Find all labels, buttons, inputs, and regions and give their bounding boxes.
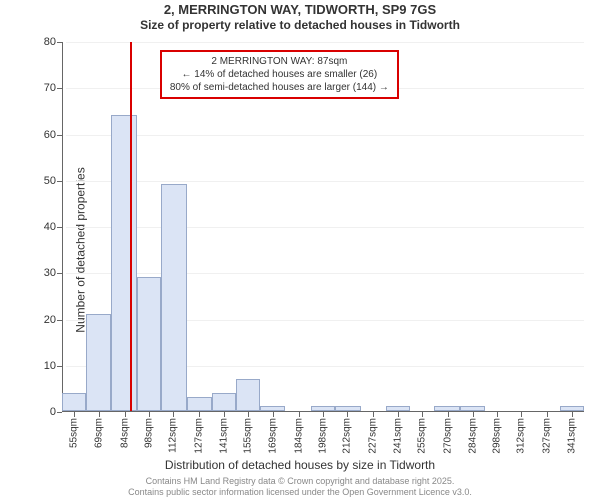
bar (236, 379, 260, 411)
gridline (66, 135, 584, 136)
attribution-line1: Contains HM Land Registry data © Crown c… (146, 476, 455, 486)
xtick (547, 412, 548, 417)
xtick (99, 412, 100, 417)
attribution-line2: Contains public sector information licen… (128, 487, 472, 497)
ytick-label: 70 (44, 82, 56, 94)
ytick (57, 181, 62, 182)
annotation-line2: ← 14% of detached houses are smaller (26… (170, 68, 389, 81)
bar (137, 277, 161, 411)
xtick-label: 241sqm (392, 418, 403, 454)
plot-area: 0102030405060708055sqm69sqm84sqm98sqm112… (62, 42, 584, 412)
xtick (521, 412, 522, 417)
gridline (66, 42, 584, 43)
xtick-label: 69sqm (93, 418, 104, 448)
bar (460, 406, 484, 411)
ytick-label: 60 (44, 129, 56, 141)
xtick (497, 412, 498, 417)
x-axis-label: Distribution of detached houses by size … (0, 458, 600, 472)
bar (260, 406, 284, 411)
xtick (373, 412, 374, 417)
xtick-label: 155sqm (243, 418, 254, 454)
annotation-line1: 2 MERRINGTON WAY: 87sqm (170, 55, 389, 68)
xtick (299, 412, 300, 417)
gridline (66, 227, 584, 228)
bar (386, 406, 410, 411)
chart-subtitle: Size of property relative to detached ho… (0, 18, 600, 32)
xtick-label: 127sqm (194, 418, 205, 454)
xtick-label: 98sqm (144, 418, 155, 448)
ytick-label: 30 (44, 267, 56, 279)
xtick-label: 169sqm (267, 418, 278, 454)
xtick-label: 312sqm (516, 418, 527, 454)
bar (111, 115, 137, 411)
bar (434, 406, 460, 411)
xtick-label: 298sqm (492, 418, 503, 454)
xtick-label: 341sqm (566, 418, 577, 454)
xtick (448, 412, 449, 417)
xtick-label: 55sqm (69, 418, 80, 448)
xtick-label: 255sqm (417, 418, 428, 454)
xtick (323, 412, 324, 417)
xtick-label: 212sqm (342, 418, 353, 454)
ytick-label: 40 (44, 221, 56, 233)
ytick (57, 366, 62, 367)
xtick (74, 412, 75, 417)
xtick-label: 327sqm (542, 418, 553, 454)
ytick-label: 80 (44, 36, 56, 48)
xtick-label: 227sqm (368, 418, 379, 454)
xtick (273, 412, 274, 417)
ytick (57, 42, 62, 43)
xtick (572, 412, 573, 417)
xtick-label: 84sqm (119, 418, 130, 448)
xtick (224, 412, 225, 417)
xtick (347, 412, 348, 417)
ytick-label: 0 (50, 406, 56, 418)
bar (311, 406, 335, 411)
bar (161, 184, 187, 411)
xtick-label: 198sqm (318, 418, 329, 454)
xtick (149, 412, 150, 417)
bar (560, 406, 584, 411)
bar (187, 397, 211, 411)
xtick (422, 412, 423, 417)
chart-title: 2, MERRINGTON WAY, TIDWORTH, SP9 7GS (0, 2, 600, 17)
bar (86, 314, 110, 411)
xtick (173, 412, 174, 417)
xtick-label: 141sqm (218, 418, 229, 454)
chart-container: 2, MERRINGTON WAY, TIDWORTH, SP9 7GS Siz… (0, 0, 600, 500)
bar (212, 393, 236, 412)
xtick (248, 412, 249, 417)
ytick (57, 320, 62, 321)
gridline (66, 181, 584, 182)
xtick-label: 184sqm (293, 418, 304, 454)
xtick-label: 284sqm (467, 418, 478, 454)
ytick (57, 135, 62, 136)
xtick (125, 412, 126, 417)
ytick-label: 50 (44, 175, 56, 187)
xtick-label: 112sqm (168, 418, 179, 453)
bar (335, 406, 361, 411)
annotation-line3: 80% of semi-detached houses are larger (… (170, 81, 389, 94)
attribution: Contains HM Land Registry data © Crown c… (0, 476, 600, 499)
ytick-label: 10 (44, 360, 56, 372)
annotation-box: 2 MERRINGTON WAY: 87sqm← 14% of detached… (160, 50, 399, 99)
ytick (57, 88, 62, 89)
ytick-label: 20 (44, 314, 56, 326)
xtick (473, 412, 474, 417)
xtick (398, 412, 399, 417)
bar (62, 393, 86, 412)
xtick-label: 270sqm (443, 418, 454, 454)
marker-line (130, 42, 132, 411)
ytick (57, 412, 62, 413)
xtick (199, 412, 200, 417)
ytick (57, 273, 62, 274)
ytick (57, 227, 62, 228)
gridline (66, 273, 584, 274)
